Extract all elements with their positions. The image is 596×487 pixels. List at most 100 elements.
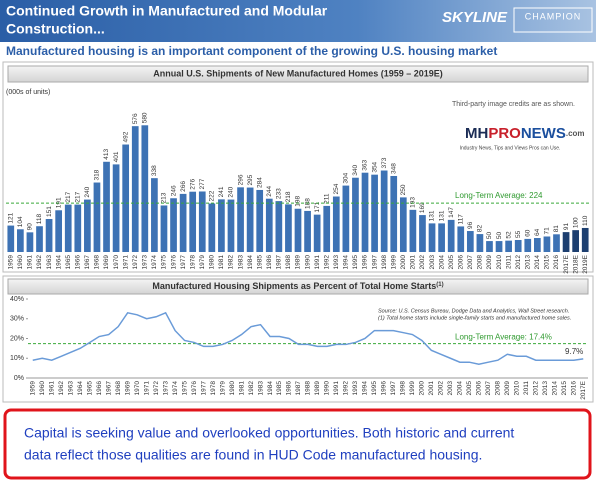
x-tick-label: 1977 xyxy=(200,381,207,396)
x-tick-label: 1980 xyxy=(229,381,236,396)
x-tick-label: 2011 xyxy=(505,255,512,269)
x-tick-label: 1998 xyxy=(381,255,388,270)
bar xyxy=(390,175,398,252)
x-tick-label: 2012 xyxy=(515,255,522,270)
x-tick-label: 1992 xyxy=(323,255,330,270)
x-tick-label: 1972 xyxy=(153,381,160,396)
value-label: 348 xyxy=(390,163,397,174)
x-tick-label: 2005 xyxy=(466,381,473,396)
x-tick-label: 1961 xyxy=(48,381,55,396)
value-label: 222 xyxy=(209,190,216,201)
value-label: 295 xyxy=(247,174,254,185)
bar xyxy=(198,191,206,252)
bar xyxy=(457,226,465,252)
x-tick-label: 2011 xyxy=(523,381,530,395)
x-tick-label: 2009 xyxy=(486,255,493,270)
bar xyxy=(447,219,455,252)
x-tick-label: 1964 xyxy=(55,255,62,270)
x-tick-label: 1959 xyxy=(8,255,15,270)
value-label: 55 xyxy=(515,230,522,238)
x-tick-label: 1966 xyxy=(96,381,103,396)
x-tick-label: 1999 xyxy=(390,255,397,270)
x-tick-label: 1961 xyxy=(27,255,34,270)
x-tick-label: 1973 xyxy=(142,255,149,270)
value-label: 401 xyxy=(113,151,120,162)
bar xyxy=(7,225,15,252)
x-tick-label: 1965 xyxy=(86,381,93,396)
value-label: 151 xyxy=(46,206,53,217)
x-tick-label: 1994 xyxy=(343,255,350,270)
x-tick-label: 2006 xyxy=(476,381,483,396)
value-label: 217 xyxy=(65,191,72,202)
x-tick-label: 1990 xyxy=(324,381,331,396)
callout-text: data reflect those qualities are found i… xyxy=(24,447,482,463)
bar xyxy=(332,196,340,252)
value-label: 71 xyxy=(544,227,551,235)
x-tick-label: 2006 xyxy=(457,255,464,270)
x-tick-label: 1976 xyxy=(191,381,198,396)
average-label: Long-Term Average: 17.4% xyxy=(455,333,552,342)
x-tick-label: 2016 xyxy=(570,381,577,396)
x-tick-label: 2001 xyxy=(428,381,435,396)
bar xyxy=(265,198,273,252)
bar xyxy=(342,185,350,252)
x-tick-label: 1982 xyxy=(228,255,235,270)
bar xyxy=(313,214,321,252)
bar xyxy=(26,232,34,252)
value-label: 240 xyxy=(84,186,91,197)
x-tick-label: 1982 xyxy=(248,381,255,396)
bar xyxy=(514,239,522,252)
x-tick-label: 1978 xyxy=(189,255,196,270)
x-tick-label: 1984 xyxy=(247,255,254,270)
value-label: 193 xyxy=(410,197,417,208)
value-label: 131 xyxy=(438,210,445,221)
bar xyxy=(572,230,579,252)
bar xyxy=(122,144,130,252)
x-tick-label: 1995 xyxy=(352,255,359,270)
x-tick-label: 1989 xyxy=(314,381,321,396)
value-label: 580 xyxy=(142,112,149,123)
x-tick-label: 1967 xyxy=(84,255,91,270)
value-label: 198 xyxy=(295,196,302,207)
x-tick-label: 2000 xyxy=(400,255,407,270)
bar xyxy=(170,198,177,252)
chart-title: Manufactured Housing Shipments as Percen… xyxy=(152,281,443,291)
unit-label: (000s of units) xyxy=(6,89,50,96)
bar xyxy=(495,241,503,252)
value-label: 296 xyxy=(237,174,244,185)
bar xyxy=(285,204,292,252)
bar xyxy=(581,227,589,252)
mhpronews-logo: MHPRONEWS.com xyxy=(465,125,585,142)
value-label: 277 xyxy=(199,178,206,189)
data-line xyxy=(32,311,584,365)
x-tick-label: 1987 xyxy=(276,255,283,270)
x-tick-label: 1997 xyxy=(390,381,397,396)
bar xyxy=(428,223,436,252)
value-label: 90 xyxy=(27,223,34,231)
bar xyxy=(399,197,407,252)
value-label: 96 xyxy=(467,221,474,229)
x-tick-label: 2003 xyxy=(447,381,454,396)
value-label: 64 xyxy=(534,228,541,236)
x-tick-label: 1959 xyxy=(29,381,36,396)
x-tick-label: 2010 xyxy=(496,255,503,270)
x-tick-label: 2015 xyxy=(544,255,551,270)
value-label: 240 xyxy=(228,186,235,197)
x-tick-label: 2016 xyxy=(553,255,560,270)
value-label: 304 xyxy=(343,172,350,183)
x-tick-label: 2002 xyxy=(419,255,426,270)
bar xyxy=(17,229,24,252)
bar xyxy=(179,193,187,252)
x-tick-label: 2018E xyxy=(572,254,579,273)
bar xyxy=(553,234,560,252)
y-tick-label: 30% xyxy=(10,316,24,323)
x-tick-label: 1976 xyxy=(170,255,177,270)
y-tick-label: 20% xyxy=(10,335,24,342)
value-label: 276 xyxy=(189,178,196,189)
x-tick-label: 1974 xyxy=(172,381,179,396)
x-tick-label: 2010 xyxy=(514,381,521,396)
chart-title: Annual U.S. Shipments of New Manufacture… xyxy=(153,68,443,78)
x-tick-label: 1971 xyxy=(143,381,150,396)
x-tick-label: 1966 xyxy=(75,255,82,270)
